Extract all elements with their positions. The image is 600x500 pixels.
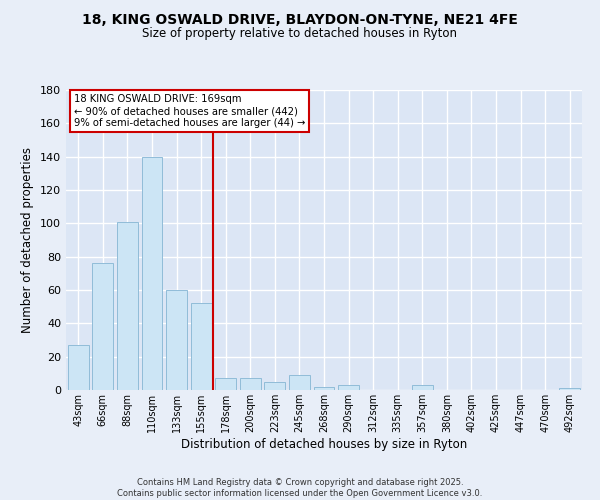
Text: Size of property relative to detached houses in Ryton: Size of property relative to detached ho… [143, 28, 458, 40]
Text: Contains HM Land Registry data © Crown copyright and database right 2025.
Contai: Contains HM Land Registry data © Crown c… [118, 478, 482, 498]
Bar [314, 386, 334, 390]
Bar [191, 304, 212, 390]
Bar [338, 385, 359, 390]
Bar [142, 156, 163, 390]
Bar [240, 378, 261, 390]
Bar [117, 222, 138, 390]
Bar [215, 378, 236, 390]
Text: 18, KING OSWALD DRIVE, BLAYDON-ON-TYNE, NE21 4FE: 18, KING OSWALD DRIVE, BLAYDON-ON-TYNE, … [82, 12, 518, 26]
Bar [92, 264, 113, 390]
Bar [68, 345, 89, 390]
Bar [559, 388, 580, 390]
Bar [289, 375, 310, 390]
Bar [166, 290, 187, 390]
Y-axis label: Number of detached properties: Number of detached properties [22, 147, 34, 333]
Text: 18 KING OSWALD DRIVE: 169sqm
← 90% of detached houses are smaller (442)
9% of se: 18 KING OSWALD DRIVE: 169sqm ← 90% of de… [74, 94, 305, 128]
X-axis label: Distribution of detached houses by size in Ryton: Distribution of detached houses by size … [181, 438, 467, 450]
Bar [265, 382, 286, 390]
Bar [412, 385, 433, 390]
